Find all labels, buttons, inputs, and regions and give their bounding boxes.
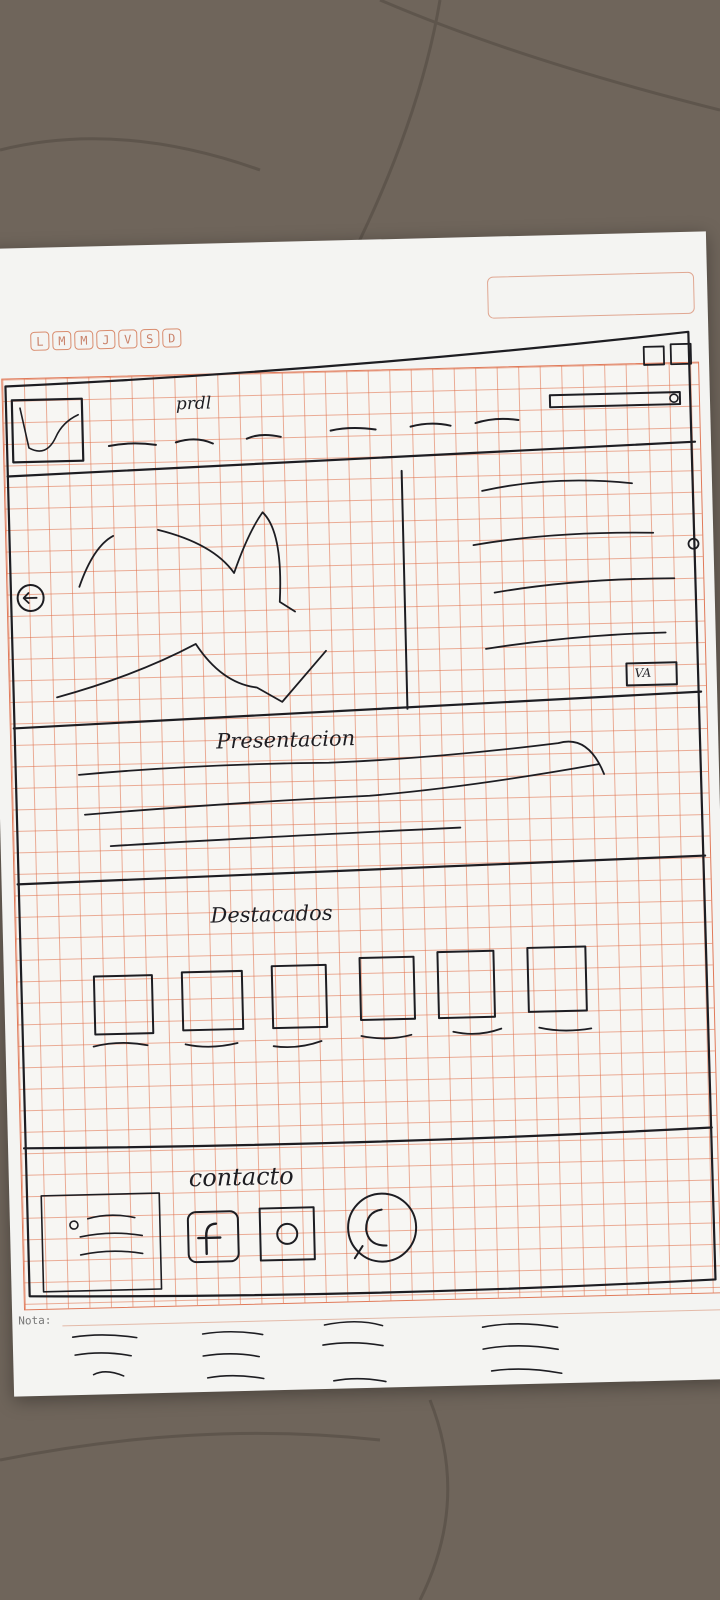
hero-divider bbox=[400, 469, 409, 710]
featured-item-box bbox=[358, 955, 417, 1022]
hero-button bbox=[625, 661, 678, 687]
featured-caption-scribble bbox=[92, 1026, 593, 1049]
cart-icon bbox=[642, 345, 666, 366]
contact-heading: contacto bbox=[188, 1161, 295, 1193]
hero-bottom-divider bbox=[12, 690, 703, 730]
presentation-text-scribble bbox=[78, 740, 605, 848]
address-scribble bbox=[79, 1214, 144, 1256]
logo-scribble bbox=[19, 407, 79, 452]
featured-item-box bbox=[436, 949, 496, 1020]
search-icon bbox=[669, 393, 679, 404]
nav-link-scribble bbox=[107, 417, 520, 448]
note-label: Nota: bbox=[18, 1313, 52, 1328]
notebook-page: L M M J V S D bbox=[0, 231, 720, 1397]
featured-heading: Destacados bbox=[210, 900, 333, 928]
slider-prev-icon bbox=[16, 583, 45, 612]
presentation-heading: Presentacion bbox=[215, 726, 356, 754]
facebook-icon bbox=[186, 1210, 240, 1264]
search-bar bbox=[548, 391, 682, 409]
header-label: prdl bbox=[175, 393, 212, 415]
presentation-bottom-divider bbox=[16, 854, 707, 886]
instagram-icon bbox=[258, 1206, 316, 1262]
profile-icon bbox=[669, 342, 692, 366]
note-scribble bbox=[71, 1320, 563, 1383]
header-divider bbox=[6, 440, 697, 478]
featured-item-box bbox=[526, 945, 588, 1013]
hero-button-label[interactable]: VA bbox=[634, 665, 652, 681]
logo-placeholder bbox=[10, 397, 85, 464]
hero-text-scribble bbox=[472, 479, 676, 650]
featured-bottom-divider bbox=[22, 1126, 713, 1150]
featured-item-box bbox=[92, 974, 155, 1036]
map-placeholder bbox=[40, 1192, 163, 1293]
wireframe-sketch bbox=[4, 330, 717, 1383]
featured-item-box bbox=[180, 969, 245, 1032]
slider-next-icon bbox=[687, 537, 700, 550]
hero-image-scribble bbox=[56, 511, 327, 703]
location-pin-icon bbox=[69, 1220, 79, 1230]
whatsapp-icon bbox=[347, 1192, 418, 1263]
featured-item-box bbox=[270, 963, 329, 1030]
frame-outline bbox=[4, 330, 717, 1298]
